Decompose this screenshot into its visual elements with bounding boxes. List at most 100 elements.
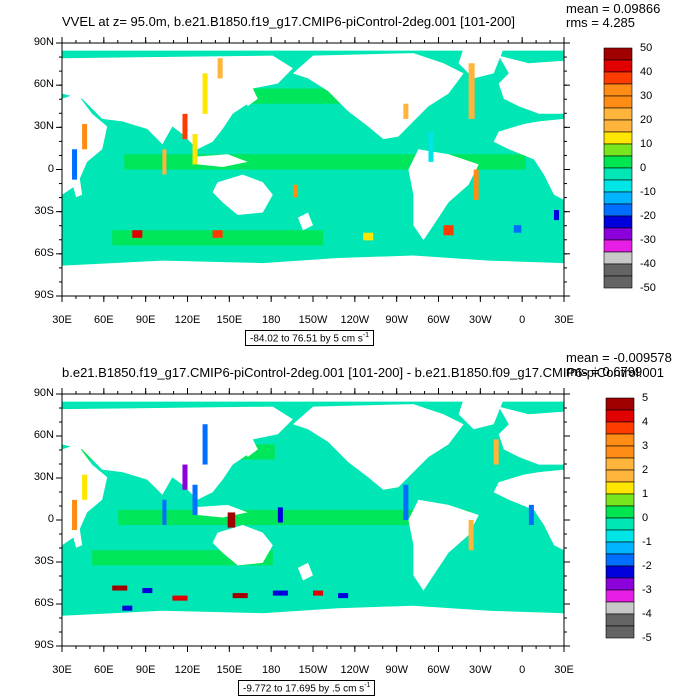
bottom-colorbar-box [605,421,635,435]
top-contour-range-label: -84.02 to 76.51 by 5 cm s-1 [245,330,375,347]
bottom-velocity-feature [72,499,78,531]
top-colorbar-label: 30 [640,90,653,102]
bottom-colorbar-label: -4 [642,608,652,620]
bottom-land-europe [498,406,564,465]
top-velocity-feature [428,131,434,162]
bottom-mean-text: mean = -0.009578 [566,350,672,365]
top-colorbar-box [603,215,633,229]
bottom-colorbar-box [605,481,635,495]
top-colorbar-box [603,71,633,85]
bottom-velocity-feature [313,590,324,596]
top-lon-label: 120E [174,314,201,326]
bottom-colorbar-box [605,517,635,531]
top-colorbar-box [603,95,633,109]
bottom-colorbar-label: -5 [642,632,652,644]
top-velocity-feature [292,184,298,198]
top-mean-text: mean = 0.09866 [566,1,661,16]
top-colorbar-box [603,47,633,61]
top-velocity-feature [363,232,374,241]
bottom-velocity-feature [277,507,283,523]
top-velocity-feature [162,149,167,175]
bottom-land-north-america [292,404,464,490]
top-velocity-feature [403,103,409,119]
top-lon-label: 0 [519,314,526,326]
top-colorbar-box [603,119,633,133]
top-lat-label: 60S [34,246,54,259]
bottom-land-south-america [408,499,479,591]
bottom-colorbar-box [605,553,635,567]
top-velocity-feature [72,149,78,180]
top-velocity-feature [473,169,479,200]
top-lon-label: 150E [216,314,243,326]
bottom-colorbar-label: 4 [642,416,649,428]
top-colorbar-box [603,251,633,265]
bottom-velocity-feature [528,504,534,526]
bottom-lat-label: 60N [33,429,54,441]
top-colorbar-box [603,155,633,169]
bottom-colorbar-label: 3 [642,440,649,452]
bottom-colorbar-box [605,397,635,411]
top-lon-label: 30E [52,314,72,326]
top-colorbar-label: -20 [640,210,656,222]
top-velocity-feature [192,134,198,165]
bottom-velocity-feature [468,520,474,551]
bottom-colorbar-box [605,445,635,459]
top-colorbar-box [603,275,633,289]
top-land-australia [212,174,273,215]
top-lon-label: 30E [554,314,574,326]
bottom-velocity-feature [227,512,236,528]
bottom-velocity-feature [122,605,133,611]
bottom-velocity-feature [338,593,349,599]
bottom-land-asia [62,406,293,500]
top-lat-label: 90S [34,289,54,301]
bottom-colorbar-box [605,409,635,423]
bottom-lon-label: 30E [554,664,574,676]
bottom-velocity-feature [182,464,188,490]
top-colorbar-label: -50 [640,282,656,294]
bottom-land-arctic [62,394,564,402]
top-lat-label: 60N [33,78,54,91]
bottom-colorbar-label: 0 [642,512,649,524]
top-colorbar-label: -30 [640,234,656,246]
top-lon-label: 150W [298,314,328,326]
bottom-colorbar-label: 1 [642,488,649,500]
top-colorbar-box [603,143,633,157]
bottom-velocity-feature [403,484,409,520]
top-land-madagascar [72,177,83,198]
top-colorbar-label: 40 [640,66,653,78]
top-land-nz [297,212,313,231]
bottom-lon-label: 120W [340,664,370,676]
top-velocity-feature [553,209,559,221]
top-velocity-feature [182,113,188,140]
bottom-colorbar-label: -1 [642,536,652,548]
bottom-velocity-feature [272,590,288,596]
top-colorbar-label: 50 [640,42,653,54]
bottom-range-unit-exp: -1 [364,682,371,689]
bottom-lon-label: 180 [261,664,281,676]
bottom-rms-text: rms = 0.6799 [566,364,643,379]
top-colorbar-box [603,179,633,193]
top-land-antarctica [62,255,564,296]
top-colorbar-box [603,59,633,73]
bottom-lon-label: 30E [52,664,72,676]
top-land-arctic [62,43,564,51]
bottom-lat-label: 90N [33,387,54,399]
bottom-land-nz [297,562,313,581]
top-colorbar-label: 10 [640,138,653,150]
top-velocity-feature [82,123,88,150]
top-lat-label: 30N [33,120,54,133]
bottom-lat-label: 0 [47,513,54,525]
bottom-lon-label: 90W [385,664,408,676]
top-lon-label: 120W [340,314,370,326]
top-land-north-america [292,53,464,140]
top-lat-label: 0 [47,162,54,175]
top-colorbar-label: 20 [640,114,653,126]
bottom-colorbar-box [605,457,635,471]
bottom-land-australia [212,525,273,566]
top-colorbar-box [603,83,633,97]
top-velocity-feature [513,225,522,233]
top-colorbar-box [603,131,633,145]
bottom-lon-label: 30W [469,664,492,676]
bottom-lon-label: 60E [94,664,114,676]
top-colorbar-box [603,263,633,277]
